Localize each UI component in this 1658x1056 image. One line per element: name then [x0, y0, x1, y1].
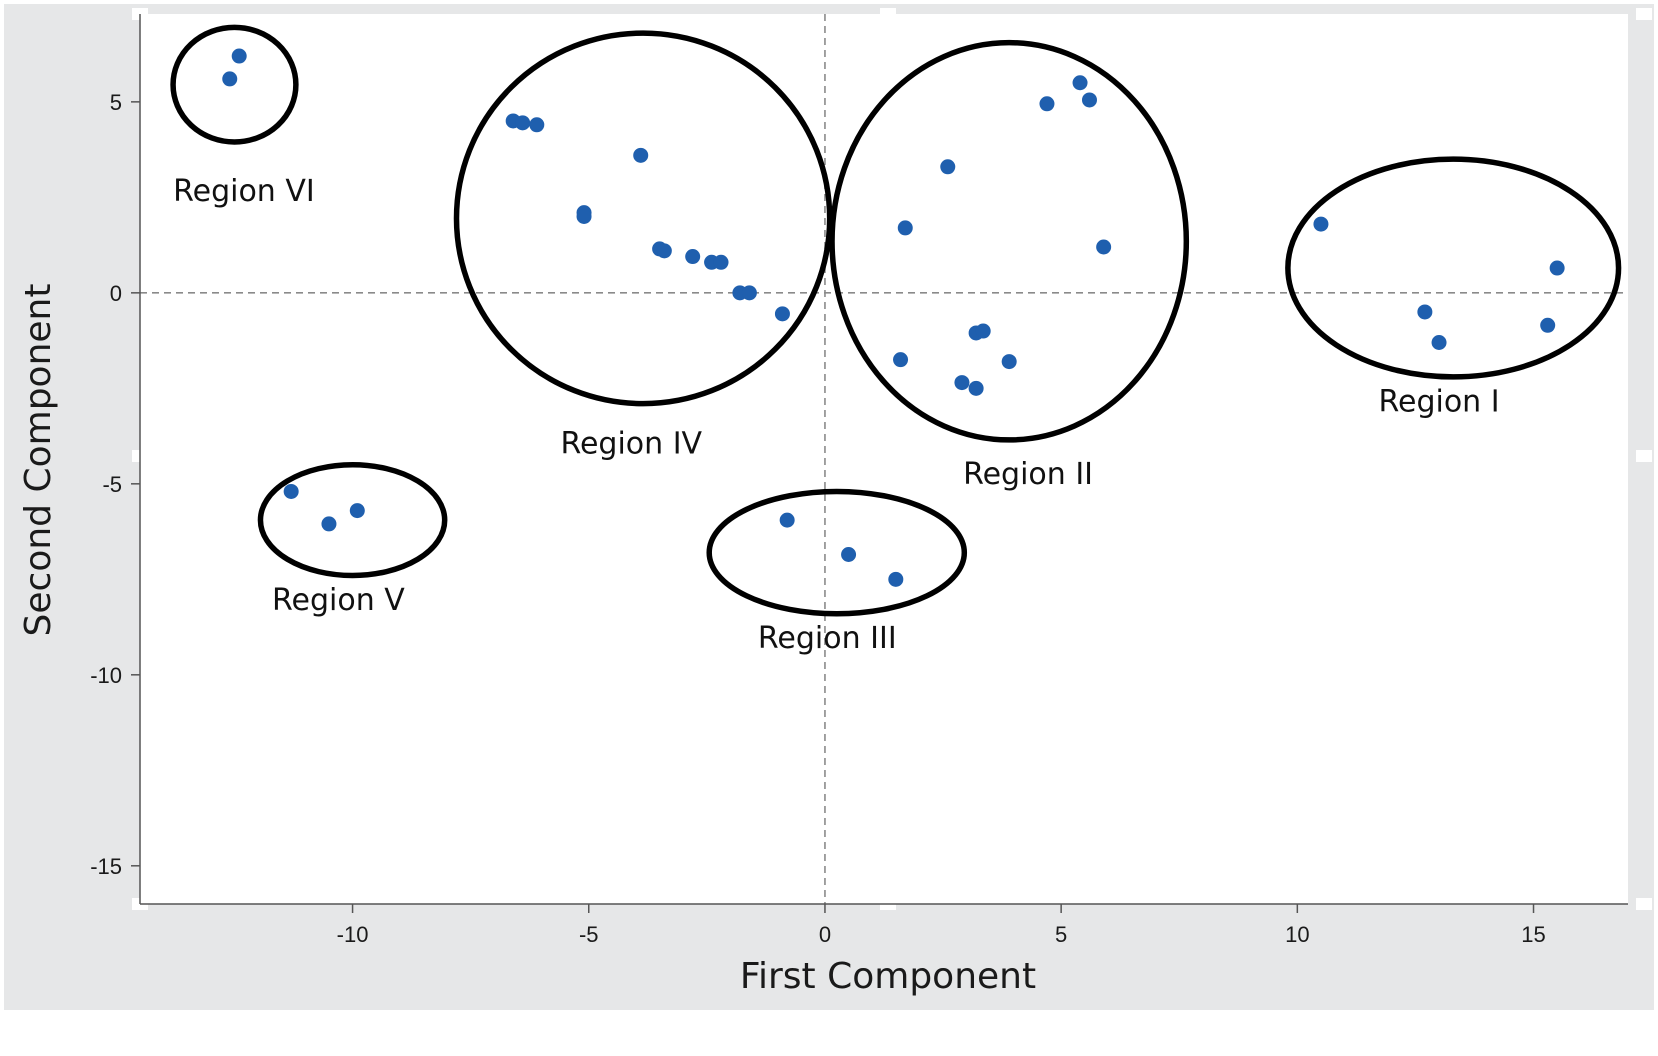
region-label: Region V [272, 583, 405, 618]
data-point [975, 323, 991, 339]
data-point [1096, 239, 1112, 255]
data-point [222, 71, 238, 87]
region-label: Region VI [173, 174, 315, 209]
axes [139, 14, 1628, 905]
reference-lines [140, 14, 1628, 904]
data-point [713, 254, 729, 270]
x-tick-label: 10 [1285, 922, 1309, 947]
region-label: Region III [758, 621, 897, 656]
data-point [741, 285, 757, 301]
region-outline [257, 461, 448, 579]
region-label: Region IV [560, 426, 702, 461]
y-tick-label: 5 [110, 90, 122, 115]
y-tick-label: 0 [110, 281, 122, 306]
x-tick-label: 5 [1055, 922, 1067, 947]
frame-handles [132, 8, 1652, 910]
data-point [656, 243, 672, 259]
data-point [321, 516, 337, 532]
y-axis-title: Second Component [18, 284, 59, 637]
data-point [893, 352, 909, 368]
region-outline [1285, 156, 1622, 380]
region-label: Region II [963, 457, 1093, 492]
data-point [888, 571, 904, 587]
x-tick-label: -5 [579, 922, 599, 947]
data-point [1313, 216, 1329, 232]
data-point [968, 380, 984, 396]
data-point [1081, 92, 1097, 108]
data-point [231, 48, 247, 64]
y-axis-ticks: 5 0 -5 -10 -15 [90, 90, 140, 879]
region-outline [706, 488, 968, 617]
data-point [1072, 75, 1088, 91]
data-point [1039, 96, 1055, 112]
data-point [774, 306, 790, 322]
region-outline [170, 24, 299, 145]
data-point [954, 375, 970, 391]
data-point [529, 117, 545, 133]
y-tick-label: -15 [90, 854, 122, 879]
region-label: Region I [1379, 384, 1500, 419]
data-point [633, 147, 649, 163]
data-point [1001, 354, 1017, 370]
data-point [515, 115, 531, 131]
region-outline [453, 30, 833, 407]
y-tick-label: -5 [102, 472, 122, 497]
plot-area [140, 14, 1628, 904]
data-point [897, 220, 913, 236]
data-point [1417, 304, 1433, 320]
region-outline [829, 39, 1190, 443]
data-point [349, 503, 365, 519]
x-tick-label: 15 [1521, 922, 1545, 947]
data-point [940, 159, 956, 175]
data-point [685, 249, 701, 265]
data-point [1540, 317, 1556, 333]
data-points [222, 48, 1565, 587]
y-tick-label: -10 [90, 663, 122, 688]
data-point [1549, 260, 1565, 276]
data-point [779, 512, 795, 528]
data-point [1431, 334, 1447, 350]
x-axis-ticks: -10 -5 0 5 10 15 [337, 904, 1546, 947]
data-point [283, 483, 299, 499]
region-labels: Region I Region II Region III Region IV Regi… [173, 174, 1499, 656]
data-point [576, 208, 592, 224]
x-axis-title: First Component [740, 956, 1036, 997]
x-tick-label: -10 [337, 922, 369, 947]
x-tick-label: 0 [819, 922, 831, 947]
region-outlines [170, 24, 1622, 617]
data-point [841, 546, 857, 562]
